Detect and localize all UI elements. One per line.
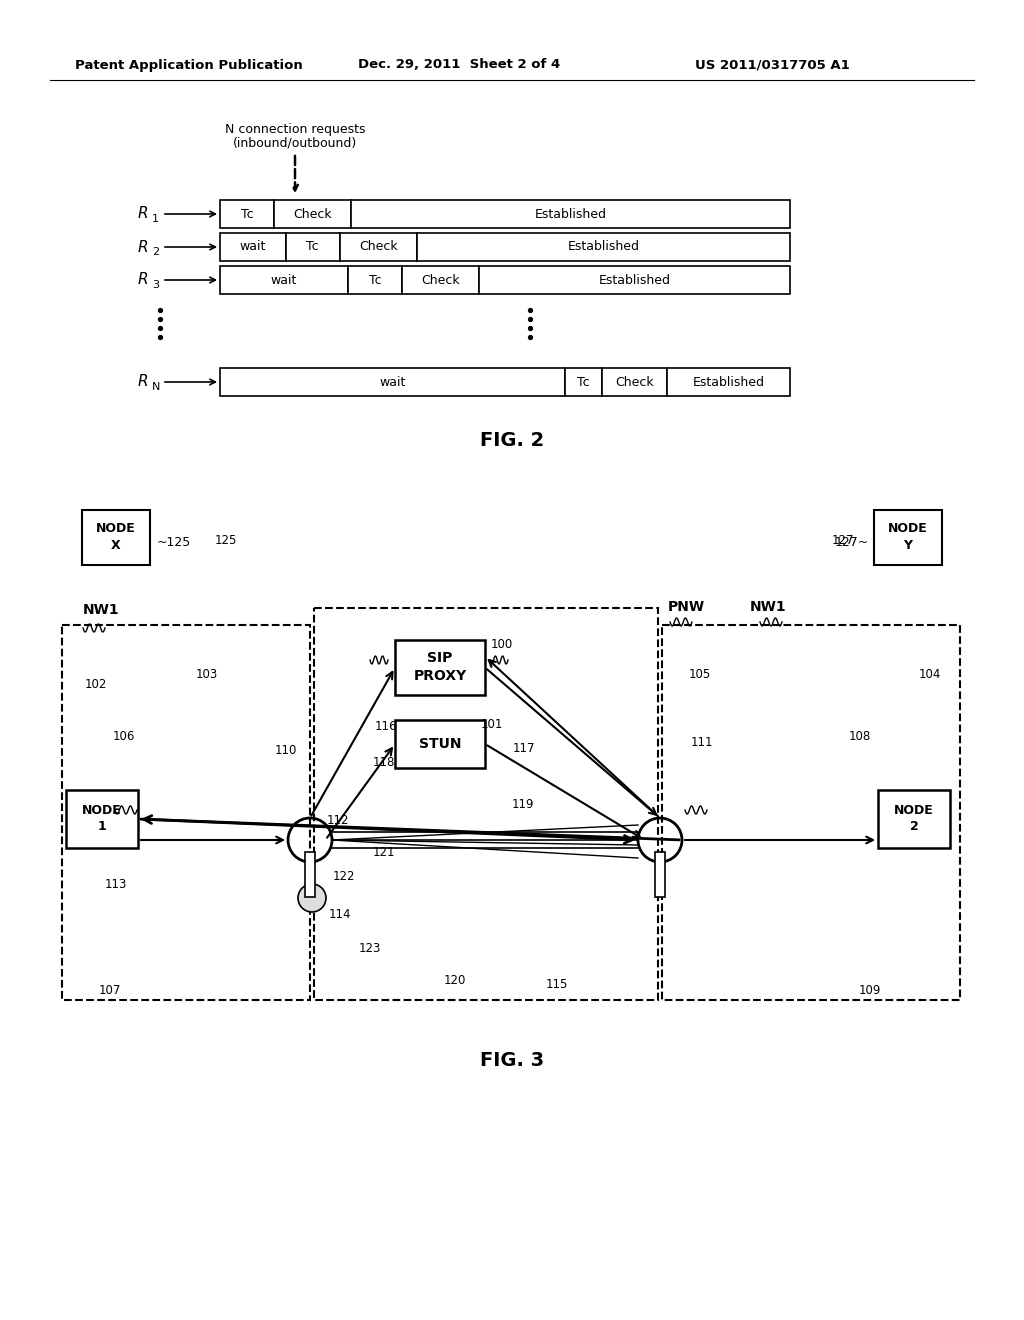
Text: US 2011/0317705 A1: US 2011/0317705 A1 (695, 58, 850, 71)
Text: NODE: NODE (894, 804, 934, 817)
Text: 125: 125 (215, 533, 238, 546)
Text: FIG. 3: FIG. 3 (480, 1051, 544, 1069)
Bar (874, 510, 942, 565)
Text: ~125: ~125 (157, 536, 191, 549)
Bar (62, 624, 310, 1001)
Text: NODE: NODE (82, 804, 122, 817)
Text: NODE: NODE (96, 521, 136, 535)
Bar (395, 640, 485, 696)
Text: SIP: SIP (427, 652, 453, 665)
Text: 3: 3 (152, 280, 159, 290)
Text: Established: Established (599, 273, 671, 286)
Text: Tc: Tc (578, 375, 590, 388)
Bar (220, 201, 274, 228)
Text: Check: Check (293, 207, 332, 220)
Bar (878, 789, 950, 847)
Bar (82, 510, 150, 565)
Bar (314, 609, 658, 1001)
Text: 127: 127 (831, 533, 854, 546)
Text: PNW: PNW (668, 601, 706, 614)
Text: Y: Y (903, 539, 912, 552)
Bar (668, 368, 790, 396)
Text: N connection requests: N connection requests (224, 123, 366, 136)
Text: wait: wait (379, 375, 406, 388)
Bar (220, 368, 565, 396)
Text: 112: 112 (327, 813, 349, 826)
Text: 2: 2 (909, 821, 919, 833)
Text: 108: 108 (849, 730, 871, 743)
Text: 114: 114 (329, 908, 351, 920)
Bar (305, 851, 315, 898)
Text: wait: wait (271, 273, 297, 286)
Bar (286, 234, 340, 261)
Text: Tc: Tc (306, 240, 318, 253)
Bar (66, 789, 138, 847)
Text: 121: 121 (373, 846, 395, 858)
Text: Check: Check (615, 375, 654, 388)
Text: X: X (112, 539, 121, 552)
Text: 116: 116 (375, 719, 397, 733)
Text: Established: Established (692, 375, 765, 388)
Text: Established: Established (567, 240, 639, 253)
Text: Check: Check (358, 240, 397, 253)
Bar (395, 719, 485, 768)
Text: 1: 1 (152, 214, 159, 224)
Text: N: N (152, 381, 161, 392)
Text: 103: 103 (196, 668, 218, 681)
Text: FIG. 2: FIG. 2 (480, 430, 544, 450)
Text: NW1: NW1 (750, 601, 786, 614)
Text: wait: wait (240, 240, 266, 253)
Bar (479, 267, 790, 294)
Text: 113: 113 (104, 878, 127, 891)
Text: 111: 111 (691, 735, 714, 748)
Text: 2: 2 (152, 247, 159, 257)
Text: Established: Established (535, 207, 606, 220)
Text: R: R (137, 375, 148, 389)
Bar (402, 267, 479, 294)
Circle shape (298, 884, 326, 912)
Text: Tc: Tc (241, 207, 253, 220)
Text: 106: 106 (113, 730, 135, 743)
Text: 109: 109 (859, 983, 882, 997)
Bar (220, 267, 348, 294)
Text: NW1: NW1 (83, 603, 120, 616)
Text: 100: 100 (490, 639, 513, 652)
Text: 104: 104 (919, 668, 941, 681)
Bar (565, 368, 602, 396)
Text: 110: 110 (274, 743, 297, 756)
Text: 115: 115 (546, 978, 568, 991)
Text: 119: 119 (512, 797, 535, 810)
Text: R: R (137, 206, 148, 222)
Bar (348, 267, 402, 294)
Bar (602, 368, 668, 396)
Text: Patent Application Publication: Patent Application Publication (75, 58, 303, 71)
Bar (274, 201, 351, 228)
Bar (655, 851, 665, 898)
Text: 122: 122 (333, 870, 355, 883)
Bar (340, 234, 417, 261)
Text: R: R (137, 239, 148, 255)
Text: 127~: 127~ (835, 536, 869, 549)
Text: Tc: Tc (369, 273, 382, 286)
Bar (351, 201, 790, 228)
Text: PROXY: PROXY (414, 669, 467, 684)
Bar (220, 234, 286, 261)
Text: NODE: NODE (888, 521, 928, 535)
Text: 120: 120 (443, 974, 466, 986)
Text: 118: 118 (373, 755, 395, 768)
Text: Dec. 29, 2011  Sheet 2 of 4: Dec. 29, 2011 Sheet 2 of 4 (358, 58, 560, 71)
Text: 105: 105 (689, 668, 711, 681)
Bar (417, 234, 790, 261)
Text: R: R (137, 272, 148, 288)
Text: (inbound/outbound): (inbound/outbound) (232, 136, 357, 149)
Text: STUN: STUN (419, 737, 461, 751)
Text: 107: 107 (98, 983, 121, 997)
Text: 1: 1 (97, 821, 106, 833)
Text: 117: 117 (513, 742, 536, 755)
Text: Check: Check (422, 273, 460, 286)
Bar (662, 624, 961, 1001)
Text: 102: 102 (85, 678, 108, 692)
Text: 123: 123 (358, 941, 381, 954)
Text: 101: 101 (481, 718, 503, 730)
